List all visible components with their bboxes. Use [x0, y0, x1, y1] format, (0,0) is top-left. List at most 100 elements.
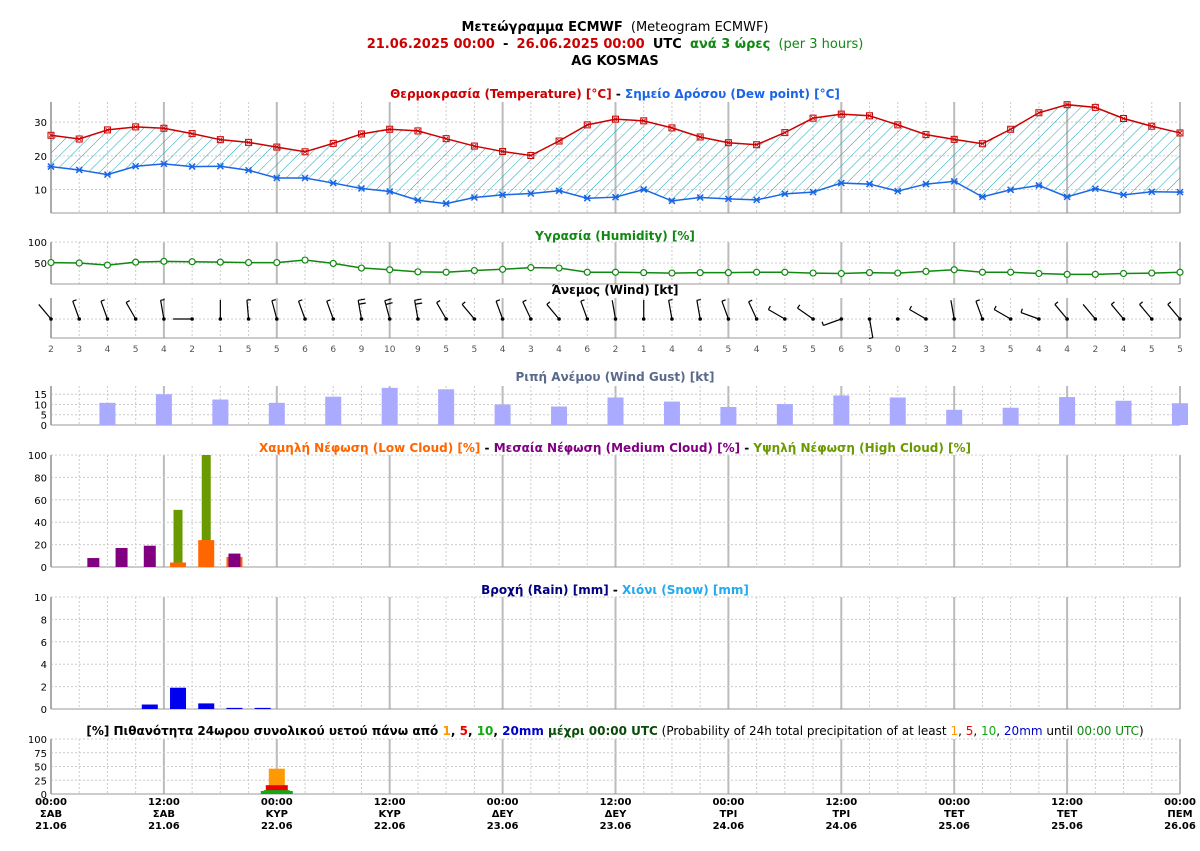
temperature-ytick: 10: [34, 185, 47, 196]
wind-speed-label: 5: [246, 345, 252, 355]
probability-title-part: 5: [966, 724, 974, 738]
wind-barb-feather: [821, 321, 825, 326]
wind-barb: [611, 300, 617, 320]
wind-speed-label: 6: [838, 345, 844, 355]
wind-barb: [993, 308, 1011, 320]
wind-barb-feather: [748, 299, 753, 303]
dewpoint-point: [442, 200, 450, 208]
humidity-point: [950, 266, 958, 274]
wind-barb-origin: [275, 317, 279, 321]
temperature-point-mark: [923, 132, 929, 137]
probability-title: [%] Πιθανότητα 24ωρου συνολικού υετού πά…: [86, 724, 1143, 738]
dewpoint-point: [753, 196, 761, 204]
x-axis-time: 12:00: [148, 797, 180, 808]
dewpoint-point: [640, 185, 648, 193]
humidity-ytick: 100: [28, 238, 47, 249]
wind-barb-origin: [754, 317, 759, 321]
x-axis-time: 12:00: [374, 797, 406, 808]
wind-speed-label: 4: [105, 345, 111, 355]
temperature-point-mark: [302, 149, 308, 155]
dewpoint-point: [386, 187, 394, 196]
wind-barb: [797, 307, 814, 320]
x-axis-day: ΣΑΒ: [153, 809, 175, 820]
rain-title-part: Βροχή (Rain) [mm]: [481, 583, 609, 597]
gust-bar: [99, 402, 116, 425]
dewpoint-point: [103, 171, 111, 179]
dewpoint-point: [273, 174, 281, 182]
wind-barb-feather: [495, 299, 501, 302]
rain-bar: [254, 707, 271, 709]
x-axis-time: 00:00: [35, 797, 67, 808]
wind-barb: [384, 300, 391, 320]
wind-barb-origin: [641, 317, 646, 321]
wind-barb-feather: [1139, 301, 1144, 305]
probability-title-part: 00:00 UTC: [1077, 724, 1139, 738]
panels: Θερμοκρασία (Temperature) [°C] - Σημείο …: [28, 87, 1196, 832]
gust-bar: [720, 406, 737, 425]
temperature-point-mark: [443, 136, 449, 141]
wind-speed-label: 2: [613, 345, 619, 355]
x-axis-date: 25.06: [1051, 821, 1083, 832]
probability-title-part: ,: [973, 724, 981, 738]
wind-speed-label: 4: [697, 345, 703, 355]
temperature-point-mark: [415, 128, 421, 134]
humidity-point: [809, 269, 817, 277]
dewpoint-point: [75, 166, 83, 174]
humidity-point: [75, 259, 83, 267]
humidity-point: [611, 268, 620, 276]
humidity-point: [1119, 269, 1128, 278]
dewpoint-point: [527, 189, 535, 198]
wind-barb-origin: [77, 317, 82, 321]
temperature-point: [1063, 101, 1071, 109]
wind-barb-origin: [359, 317, 364, 321]
temperature-point: [612, 115, 619, 123]
temperature-point: [583, 121, 591, 129]
wind-barb-origin: [387, 317, 392, 321]
wind-barb: [1167, 304, 1181, 320]
gust-bar: [438, 389, 455, 425]
wind-barb-feather: [415, 302, 423, 305]
temperature-point-mark: [1121, 116, 1126, 121]
temperature-point-mark: [528, 153, 534, 158]
wind-barb: [1054, 304, 1068, 320]
gust-bar: [325, 396, 342, 425]
wind-barb: [461, 304, 475, 320]
dewpoint-point: [922, 180, 930, 188]
humidity-point: [386, 266, 394, 274]
temperature-point-mark: [613, 116, 618, 122]
x-axis-day: ΚΥΡ: [379, 809, 401, 820]
probability-title-part: ,: [958, 724, 966, 738]
wind-speed-label: 5: [274, 345, 280, 355]
humidity-point: [527, 264, 535, 272]
dewpoint-point: [724, 195, 732, 203]
probability-ytick: 100: [28, 735, 47, 746]
wind-barb: [1082, 304, 1096, 320]
low-cloud-bar: [170, 562, 187, 567]
dewpoint-point: [781, 190, 789, 198]
cloud-title-part: Χαμηλή Νέφωση (Low Cloud) [%]: [259, 441, 480, 455]
wind-speed-label: 4: [556, 345, 562, 355]
humidity-point: [555, 264, 563, 272]
temperature-point-mark: [274, 144, 280, 150]
wind-barb: [823, 318, 842, 327]
probability-title-part: 20mm: [502, 724, 544, 738]
x-axis-time: 12:00: [1051, 797, 1083, 808]
rain-ytick: 6: [41, 638, 47, 649]
gust-ytick: 5: [41, 411, 47, 422]
gust-bar: [889, 397, 906, 425]
x-axis-time: 00:00: [261, 797, 293, 808]
cloud-title-part: Μεσαία Νέφωση (Medium Cloud) [%]: [494, 441, 740, 455]
dewpoint-point: [583, 194, 591, 202]
gust-ytick: 0: [41, 421, 47, 432]
humidity-point: [160, 257, 168, 265]
wind-barb: [768, 308, 786, 320]
temperature-point: [809, 114, 817, 122]
temperature-ytick: 30: [34, 118, 47, 129]
humidity-point: [724, 269, 733, 277]
wind-barb-feather: [767, 305, 771, 310]
wind-barb-calm: [895, 317, 900, 321]
gust-bar: [1059, 397, 1076, 425]
x-axis-date: 22.06: [261, 821, 293, 832]
temperature-point-mark: [867, 113, 872, 119]
